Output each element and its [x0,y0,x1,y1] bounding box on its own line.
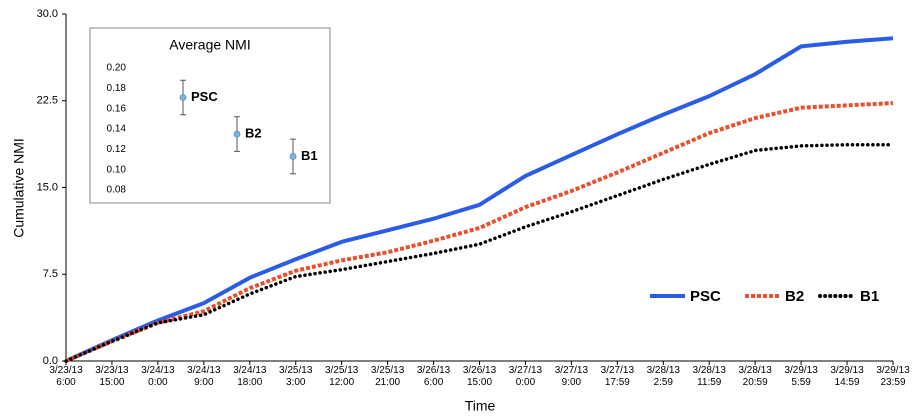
point-label: B1 [301,148,318,163]
point-label: PSC [191,89,218,104]
y-axis-label: Cumulative NMI [11,138,27,238]
x-tick-label: 3/23/13 6:00 [49,365,83,388]
point-label: B2 [245,126,262,141]
inset-y-tick-label: 0.08 [107,185,127,196]
x-tick-label: 3/27/13 0:00 [508,365,543,388]
series-line [65,36,894,363]
x-tick-label: 3/29/13 14:59 [830,365,864,388]
inset-y-tick-label: 0.10 [107,164,127,175]
x-tick-label: 3/29/13 5:59 [784,365,818,388]
inset-y-tick-label: 0.14 [107,124,127,135]
y-tick-label: 0.0 [43,355,58,367]
point [179,94,187,101]
inset-y-tick-label: 0.18 [107,83,127,94]
x-tick-label: 3/24/13 18:00 [233,365,267,388]
x-tick-label: 3/23/13 15:00 [95,365,129,388]
point [289,153,297,160]
series-line [65,101,894,363]
y-tick-label: 22.5 [37,95,58,107]
inset-y-tick-label: 0.12 [107,144,127,155]
x-tick-label: 3/27/13 9:00 [554,365,589,388]
inset-title: Average NMI [169,37,250,53]
legend-label: B1 [860,288,879,305]
y-tick-label: 7.5 [43,268,58,280]
x-tick-label: 3/27/13 17:59 [600,365,635,388]
x-tick-label: 3/29/13 23:59 [876,365,910,388]
x-tick-label: 3/28/13 11:59 [692,365,726,388]
x-tick-label: 3/28/13 20:59 [738,365,772,388]
x-tick-label: 3/25/13 21:00 [370,365,405,388]
legend-label: PSC [690,288,721,305]
x-tick-label: 3/24/13 9:00 [187,365,221,388]
x-tick-label: 3/26/13 15:00 [462,365,497,388]
inset-frame [89,27,331,204]
x-axis-label: Time [465,398,496,414]
x-tick-label: 3/28/13 2:59 [646,365,680,388]
y-tick-label: 15.0 [37,181,58,193]
y-tick-label: 30.0 [37,8,58,20]
x-tick-label: 3/25/13 12:00 [324,365,359,388]
x-tick-label: 3/25/13 3:00 [279,365,313,388]
series-line [64,142,895,363]
inset-y-tick-label: 0.16 [107,103,127,114]
inset-y-tick-label: 0.20 [107,63,127,74]
x-tick-label: 3/26/13 6:00 [416,365,451,388]
legend-label: B2 [785,288,804,305]
point [233,130,241,138]
x-tick-label: 3/24/13 0:00 [141,365,175,388]
